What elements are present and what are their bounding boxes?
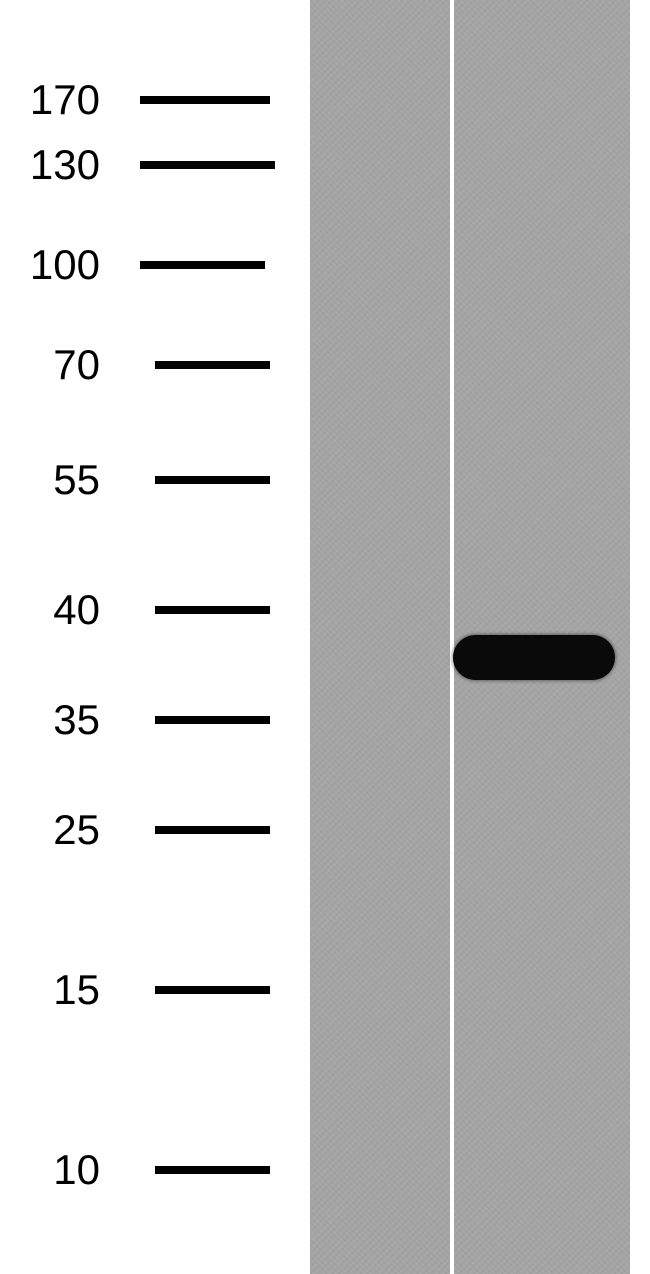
mw-label: 10	[0, 1146, 120, 1194]
mw-marker-15: 15	[0, 965, 300, 1015]
mw-marker-40: 40	[0, 585, 300, 635]
mw-tick	[155, 476, 270, 484]
mw-tick	[140, 161, 275, 169]
mw-tick	[155, 606, 270, 614]
mw-tick	[155, 716, 270, 724]
mw-marker-100: 100	[0, 240, 300, 290]
mw-tick	[140, 96, 270, 104]
mw-marker-25: 25	[0, 805, 300, 855]
mw-label: 130	[0, 141, 120, 189]
mw-label: 100	[0, 241, 120, 289]
mw-marker-10: 10	[0, 1145, 300, 1195]
blot-membrane	[310, 0, 630, 1274]
mw-label: 55	[0, 456, 120, 504]
mw-marker-70: 70	[0, 340, 300, 390]
mw-tick	[155, 826, 270, 834]
protein-band-lane2	[453, 635, 615, 680]
molecular-weight-ladder: 170 130 100 70 55 40 35 25 15 10	[0, 0, 300, 1274]
mw-tick	[140, 261, 265, 269]
mw-marker-130: 130	[0, 140, 300, 190]
mw-label: 15	[0, 966, 120, 1014]
lane-divider	[450, 0, 454, 1274]
mw-tick	[155, 986, 270, 994]
mw-marker-35: 35	[0, 695, 300, 745]
western-blot-figure: 170 130 100 70 55 40 35 25 15 10	[0, 0, 650, 1274]
mw-tick	[155, 1166, 270, 1174]
mw-tick	[155, 361, 270, 369]
mw-label: 40	[0, 586, 120, 634]
mw-label: 25	[0, 806, 120, 854]
mw-label: 35	[0, 696, 120, 744]
mw-marker-55: 55	[0, 455, 300, 505]
mw-marker-170: 170	[0, 75, 300, 125]
mw-label: 170	[0, 76, 120, 124]
mw-label: 70	[0, 341, 120, 389]
